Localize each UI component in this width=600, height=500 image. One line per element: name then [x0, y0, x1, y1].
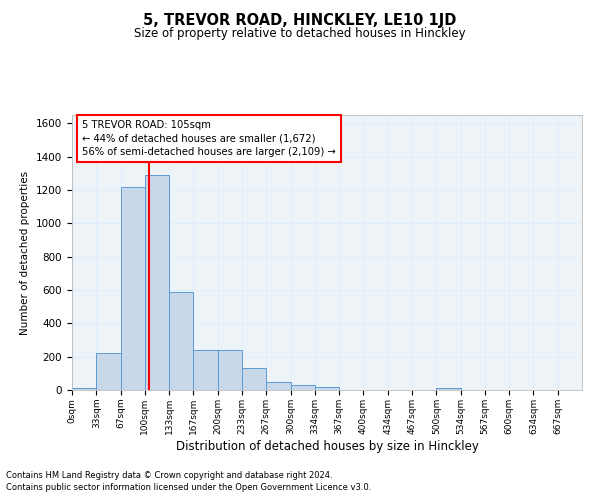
Bar [96, 354, 121, 390]
Bar [72, 388, 96, 390]
Y-axis label: Number of detached properties: Number of detached properties [20, 170, 31, 334]
Bar [145, 175, 169, 390]
Text: Contains public sector information licensed under the Open Government Licence v3: Contains public sector information licen… [6, 484, 371, 492]
Bar [290, 386, 315, 390]
Bar [169, 292, 193, 390]
Text: Size of property relative to detached houses in Hinckley: Size of property relative to detached ho… [134, 28, 466, 40]
Text: 5, TREVOR ROAD, HINCKLEY, LE10 1JD: 5, TREVOR ROAD, HINCKLEY, LE10 1JD [143, 12, 457, 28]
Text: Contains HM Land Registry data © Crown copyright and database right 2024.: Contains HM Land Registry data © Crown c… [6, 471, 332, 480]
Bar [436, 388, 461, 390]
Text: 5 TREVOR ROAD: 105sqm
← 44% of detached houses are smaller (1,672)
56% of semi-d: 5 TREVOR ROAD: 105sqm ← 44% of detached … [82, 120, 336, 157]
Bar [315, 386, 339, 390]
Bar [121, 186, 145, 390]
Bar [218, 350, 242, 390]
Bar [193, 350, 218, 390]
Bar [266, 382, 290, 390]
Bar [242, 368, 266, 390]
X-axis label: Distribution of detached houses by size in Hinckley: Distribution of detached houses by size … [176, 440, 478, 452]
